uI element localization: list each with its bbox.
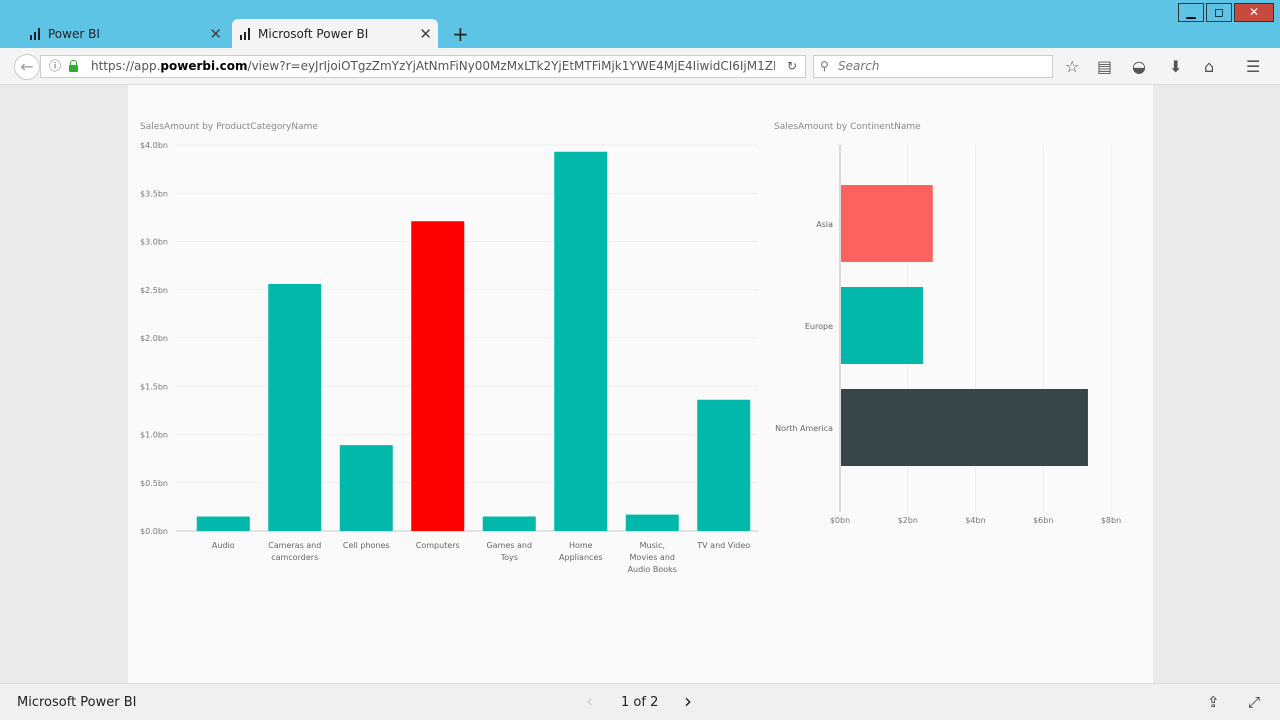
home-icon[interactable]: ⌂ [1204, 57, 1215, 76]
power-bi-icon [30, 27, 40, 40]
page-current: 1 [621, 695, 630, 710]
url-path: /view?r=eyJrIjoiOTgzZmYzYjAtNmFiNy00MzMx… [247, 59, 775, 73]
maximize-button[interactable]: ◻ [1206, 3, 1232, 22]
tab-bar: Power BI ✕ Microsoft Power BI ✕ + ▁ ◻ ✕ [0, 0, 1280, 48]
previous-page-button[interactable]: ‹ [586, 691, 594, 712]
reading-list-icon[interactable]: ▤ [1097, 57, 1113, 76]
x-tick-label: Home Appliances [559, 541, 603, 562]
y-tick-label: Asia [816, 220, 833, 229]
column-bar [554, 151, 608, 531]
app-name: Microsoft Power BI [17, 695, 137, 710]
info-icon[interactable]: ⓘ [49, 59, 62, 73]
navigation-bar: ← ⓘ https://app.powerbi.com/view?r=eyJrI… [0, 48, 1280, 85]
tab-microsoft-power-bi[interactable]: Microsoft Power BI ✕ [232, 19, 438, 48]
y-tick-label: Europe [805, 322, 833, 331]
search-input[interactable]: ⚲ Search [813, 55, 1053, 78]
footer-bar: Microsoft Power BI ‹ 1 of 2 › ⇪ ⤢ [0, 683, 1280, 720]
x-tick-label: $8bn [1101, 516, 1121, 525]
y-tick-label: $1.5bn [140, 382, 168, 391]
tab-label: Power BI [48, 26, 100, 41]
horizontal-bar [841, 185, 933, 262]
column-bar [411, 221, 465, 532]
next-page-button[interactable]: › [684, 689, 692, 713]
column-chart-title: SalesAmount by ProductCategoryName [140, 122, 318, 132]
column-bar [268, 283, 322, 531]
close-tab-icon[interactable]: ✕ [419, 24, 432, 43]
page-total: 2 [650, 695, 659, 710]
x-tick-label: Computers [416, 541, 460, 550]
y-tick-label: $0.5bn [140, 479, 168, 488]
column-bar [196, 516, 250, 531]
download-icon[interactable]: ⬇ [1169, 57, 1183, 76]
column-bar [625, 514, 679, 531]
horizontal-bar [841, 287, 923, 364]
x-tick-label: Audio [212, 541, 235, 550]
column-bar [482, 516, 536, 531]
bookmark-star-icon[interactable]: ☆ [1065, 57, 1080, 76]
search-icon: ⚲ [820, 59, 829, 73]
column-bar [697, 399, 751, 531]
x-tick-label: Cell phones [343, 541, 390, 550]
menu-icon[interactable]: ☰ [1246, 57, 1261, 76]
y-tick-label: $2.0bn [140, 334, 168, 343]
page-of: of [633, 695, 646, 710]
url-bar[interactable]: ⓘ https://app.powerbi.com/view?r=eyJrIjo… [40, 55, 806, 78]
x-tick-label: Games and Toys [486, 541, 532, 562]
search-placeholder: Search [838, 59, 880, 73]
power-bi-icon [240, 27, 250, 40]
x-tick-label: $4bn [965, 516, 985, 525]
page-indicator: 1 of 2 [621, 695, 658, 710]
y-tick-label: $0.0bn [140, 527, 168, 536]
back-button[interactable]: ← [14, 54, 40, 80]
minimize-button[interactable]: ▁ [1178, 3, 1204, 22]
url-prefix: https://app. [91, 59, 161, 73]
x-tick-label: Cameras and camcorders [268, 541, 321, 562]
x-tick-label: $6bn [1033, 516, 1053, 525]
close-tab-icon[interactable]: ✕ [209, 24, 222, 43]
share-icon[interactable]: ⇪ [1207, 693, 1220, 711]
x-tick-label: TV and Video [696, 541, 750, 550]
y-tick-label: $1.0bn [140, 431, 168, 440]
x-tick-label: $2bn [898, 516, 918, 525]
y-tick-label: $4.0bn [140, 141, 168, 150]
y-tick-label: $3.5bn [140, 189, 168, 198]
url-domain: powerbi.com [160, 59, 248, 73]
lock-icon [69, 60, 78, 72]
url-text: https://app.powerbi.com/view?r=eyJrIjoiO… [91, 56, 775, 77]
y-tick-label: $2.5bn [140, 286, 168, 295]
horizontal-bar [841, 389, 1088, 466]
tab-label: Microsoft Power BI [258, 26, 369, 41]
bar-chart-title: SalesAmount by ContinentName [774, 122, 921, 132]
x-tick-label: Music, Movies and Audio Books [628, 541, 677, 574]
x-tick-label: $0bn [830, 516, 850, 525]
new-tab-button[interactable]: + [452, 21, 469, 46]
reload-icon[interactable]: ↻ [786, 59, 797, 73]
tab-power-bi[interactable]: Power BI ✕ [22, 19, 228, 48]
y-tick-label: North America [775, 424, 833, 433]
y-tick-label: $3.0bn [140, 238, 168, 247]
column-bar [339, 445, 393, 531]
fullscreen-icon[interactable]: ⤢ [1248, 693, 1261, 711]
close-window-button[interactable]: ✕ [1234, 3, 1274, 22]
pocket-icon[interactable]: ◒ [1132, 57, 1146, 76]
